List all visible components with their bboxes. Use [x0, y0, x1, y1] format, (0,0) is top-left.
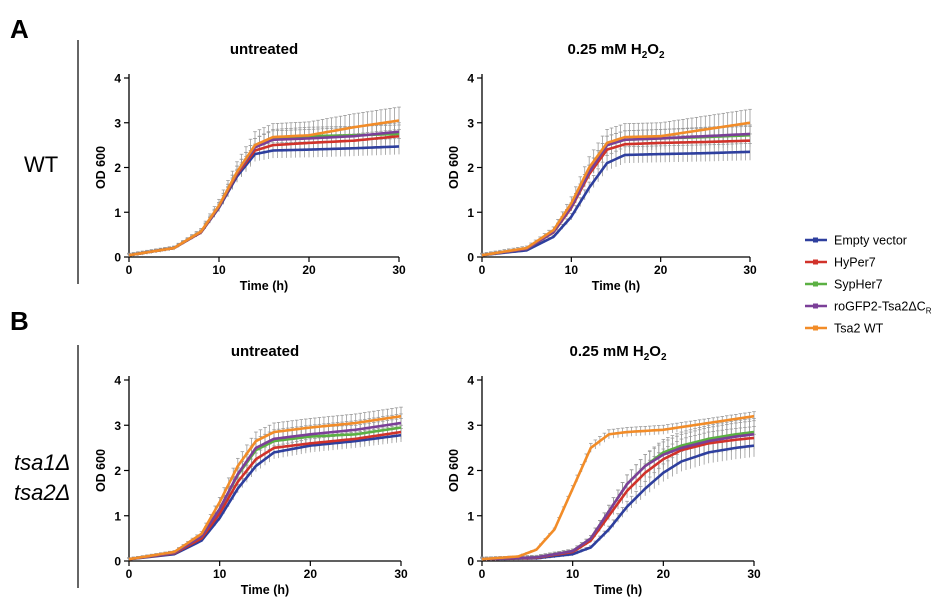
title-subscript: 2: [661, 352, 667, 363]
y-tick-label: 3: [114, 116, 121, 130]
x-tick-label: 0: [479, 567, 486, 581]
legend-label: Tsa2 WT: [834, 322, 884, 336]
title-subscript: 2: [659, 50, 665, 61]
x-tick-label: 30: [743, 263, 757, 277]
y-tick-label: 4: [114, 374, 121, 388]
legend: Empty vector HyPer7 SypHer7 roGFP2-Tsa2ΔCR T…: [805, 234, 932, 336]
chart-title: untreated: [231, 343, 299, 360]
legend-item: roGFP2-Tsa2ΔCR: [805, 300, 932, 316]
x-axis-label: Time (h): [240, 279, 288, 293]
title-part: O: [647, 41, 659, 58]
y-tick-label: 3: [467, 116, 474, 130]
legend-label: roGFP2-Tsa2ΔCR: [834, 300, 932, 316]
chart-title: 0.25 mM H2O2: [568, 41, 665, 61]
x-tick-label: 30: [394, 567, 408, 581]
y-tick-label: 1: [467, 509, 474, 523]
x-tick-label: 30: [747, 567, 761, 581]
y-tick-label: 4: [114, 72, 121, 86]
error-bars: [127, 106, 401, 257]
x-axis-label: Time (h): [592, 279, 640, 293]
chart-a-untreated: untreated 0 1 2 3 4 0 10 20 30 Time (h) OD 600: [94, 41, 406, 293]
legend-item: HyPer7: [805, 256, 876, 270]
series-line-rogfp2-tsa2-cr: [481, 433, 755, 561]
y-tick-label: 0: [467, 251, 474, 265]
legend-item: Empty vector: [805, 234, 907, 248]
row-label-tsa2: tsa2Δ: [14, 480, 70, 505]
x-tick-label: 20: [654, 263, 668, 277]
x-tick-label: 0: [126, 263, 133, 277]
y-tick-label: 2: [467, 464, 474, 478]
title-subscript: 2: [644, 352, 650, 363]
chart-b-untreated: untreated 0 1 2 3 4 0 10 20 30 Time (h) OD 600: [94, 343, 408, 597]
x-tick-label: 20: [657, 567, 671, 581]
legend-label: HyPer7: [834, 256, 876, 270]
error-bars: [480, 108, 752, 257]
y-tick-label: 4: [467, 72, 474, 86]
x-axis-label: Time (h): [241, 583, 289, 597]
series-line-empty-vector: [128, 145, 400, 257]
legend-swatch-marker: [813, 281, 818, 287]
legend-subscript: R: [926, 307, 932, 316]
x-tick-label: 30: [392, 263, 406, 277]
y-tick-label: 1: [467, 206, 474, 220]
chart-a-h2o2: 0.25 mM H2O2 0 1 2 3 4 0 10 20 30 Time (h) OD 600: [447, 41, 757, 293]
legend-label: Empty vector: [834, 234, 907, 248]
legend-swatch-marker: [813, 303, 818, 309]
title-subscript: 2: [642, 50, 648, 61]
panel-label-b: B: [10, 306, 29, 336]
chart-b-h2o2: 0.25 mM H2O2 0 1 2 3 4 0 10 20 30 Time (h) OD 600: [447, 343, 761, 597]
x-axis-label: Time (h): [594, 583, 642, 597]
y-tick-label: 2: [114, 464, 121, 478]
y-axis-label: OD 600: [447, 449, 461, 492]
y-tick-label: 2: [467, 161, 474, 175]
x-tick-label: 10: [565, 263, 579, 277]
legend-swatch-marker: [813, 259, 818, 265]
y-tick-label: 0: [467, 555, 474, 569]
series-line-tsa2-wt: [481, 121, 751, 257]
legend-swatch-marker: [813, 237, 818, 243]
x-tick-label: 0: [479, 263, 486, 277]
y-axis-label: OD 600: [94, 449, 108, 492]
chart-title: untreated: [230, 41, 298, 58]
row-label-tsa1: tsa1Δ: [14, 450, 70, 475]
series-line-tsa2-wt: [128, 119, 400, 257]
y-tick-label: 3: [114, 419, 121, 433]
x-tick-label: 20: [302, 263, 316, 277]
legend-item: SypHer7: [805, 278, 883, 292]
y-tick-label: 2: [114, 161, 121, 175]
legend-swatch-marker: [813, 325, 818, 331]
x-tick-label: 20: [304, 567, 318, 581]
legend-label: SypHer7: [834, 278, 883, 292]
legend-item: Tsa2 WT: [805, 322, 884, 336]
series-line-empty-vector: [481, 150, 751, 257]
panel-label-a: A: [10, 14, 29, 44]
series-line-tsa2-wt: [128, 414, 402, 561]
y-tick-label: 0: [114, 555, 121, 569]
y-axis-label: OD 600: [447, 146, 461, 189]
y-tick-label: 1: [114, 509, 121, 523]
y-axis-label: OD 600: [94, 146, 108, 189]
title-part: O: [649, 343, 661, 360]
y-tick-label: 1: [114, 206, 121, 220]
x-tick-label: 10: [212, 263, 226, 277]
y-tick-label: 4: [467, 374, 474, 388]
y-tick-label: 3: [467, 419, 474, 433]
series-line-tsa2-wt: [481, 414, 755, 561]
x-tick-label: 0: [126, 567, 133, 581]
row-label-wt: WT: [24, 152, 58, 177]
x-tick-label: 10: [213, 567, 227, 581]
y-tick-label: 0: [114, 251, 121, 265]
x-tick-label: 10: [566, 567, 580, 581]
chart-title: 0.25 mM H2O2: [570, 343, 667, 363]
